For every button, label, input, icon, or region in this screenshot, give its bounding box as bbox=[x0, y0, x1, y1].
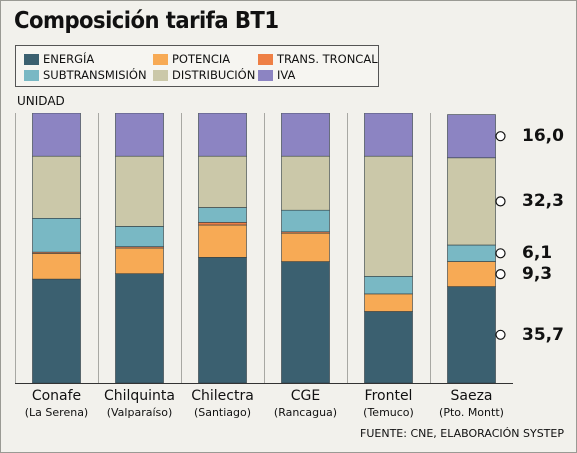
bar-segment-cge-potencia bbox=[281, 232, 330, 262]
value-label-iva: 16,0 bbox=[522, 126, 564, 147]
category-name: Chilquinta bbox=[103, 388, 176, 404]
plot-area bbox=[15, 113, 513, 384]
value-marker-distribucion bbox=[495, 196, 506, 207]
bar-segment-conafe-subtransmision bbox=[32, 218, 81, 253]
bar-segment-chilectra-energia bbox=[198, 257, 247, 383]
bar-segment-chilquinta-distribucion bbox=[115, 155, 164, 227]
legend-item-potencia: POTENCIA bbox=[153, 52, 230, 66]
value-label-potencia: 9,3 bbox=[522, 264, 553, 285]
bar-segment-chilectra-subtransmision bbox=[198, 207, 247, 223]
bar-segment-chilquinta-energia bbox=[115, 273, 164, 383]
category-sublabel: (Rancagua) bbox=[273, 406, 338, 419]
bar-segment-saeza-iva bbox=[447, 114, 496, 159]
legend-label: DISTRIBUCIÓN bbox=[172, 68, 256, 82]
legend-label: TRANS. TRONCAL bbox=[277, 52, 378, 66]
legend-swatch-distribucion bbox=[153, 69, 168, 81]
category-name: Saeza bbox=[450, 388, 493, 404]
legend-label: SUBTRANSMISIÓN bbox=[43, 68, 147, 82]
legend-label: POTENCIA bbox=[172, 52, 231, 66]
bar-segment-chilquinta-iva bbox=[115, 113, 164, 157]
stacked-bar-chart bbox=[15, 113, 506, 383]
bar-segment-cge-distribucion bbox=[281, 155, 330, 211]
legend-label: ENERGÍA bbox=[43, 52, 95, 66]
category-name: CGE bbox=[290, 388, 321, 404]
bar-segment-frontel-subtransmision bbox=[364, 276, 413, 295]
bar-segment-chilquinta-subtransmision bbox=[115, 226, 164, 248]
value-marker-iva bbox=[495, 131, 506, 142]
bar-segment-chilectra-potencia bbox=[198, 224, 247, 258]
value-label-distribucion: 32,3 bbox=[522, 191, 564, 212]
bar-segment-cge-energia bbox=[281, 261, 330, 383]
category-name: Conafe bbox=[31, 388, 82, 404]
bar-segment-chilquinta-potencia bbox=[115, 247, 164, 275]
bar-segment-frontel-distribucion bbox=[364, 155, 413, 277]
category-sublabel: (Santiago) bbox=[193, 406, 252, 419]
bar-segment-cge-subtransmision bbox=[281, 209, 330, 233]
bar-segment-conafe-potencia bbox=[32, 253, 81, 280]
bar-segment-chilectra-distribucion bbox=[198, 155, 247, 208]
bar-segment-saeza-distribucion bbox=[447, 157, 496, 246]
value-marker-subtransmision bbox=[495, 248, 506, 259]
legend-item-trans-troncal: TRANS. TRONCAL bbox=[258, 52, 378, 66]
bar-segment-saeza-subtransmision bbox=[447, 244, 496, 262]
legend-swatch-potencia bbox=[153, 53, 168, 65]
category-label-frontel: Frontel (Temuco) bbox=[350, 388, 428, 420]
category-sublabel: (Temuco) bbox=[363, 406, 414, 419]
bar-segment-conafe-iva bbox=[32, 113, 81, 157]
bar-segment-conafe-distribucion bbox=[32, 155, 81, 219]
legend-label: IVA bbox=[277, 68, 296, 82]
unit-label: UNIDAD bbox=[17, 94, 65, 108]
bar-segment-saeza-energia bbox=[447, 286, 496, 383]
category-name: Frontel bbox=[364, 388, 413, 404]
legend: ENERGÍA POTENCIA TRANS. TRONCAL SUBTRANS… bbox=[15, 45, 379, 87]
source-note: FUENTE: CNE, ELABORACIÓN SYSTEP bbox=[360, 427, 564, 440]
bar-segment-conafe-energia bbox=[32, 278, 81, 383]
bar-segment-frontel-iva bbox=[364, 113, 413, 157]
value-label-subtransmision: 6,1 bbox=[522, 243, 553, 264]
legend-item-distribucion: DISTRIBUCIÓN bbox=[153, 68, 255, 82]
bar-segment-frontel-energia bbox=[364, 311, 413, 383]
bar-segment-frontel-potencia bbox=[364, 293, 413, 312]
legend-swatch-trans-troncal bbox=[258, 53, 273, 65]
category-name: Chilectra bbox=[191, 388, 254, 404]
value-label-energia: 35,7 bbox=[522, 324, 564, 345]
legend-item-energia: ENERGÍA bbox=[24, 52, 94, 66]
category-label-chilquinta: Chilquinta (Valparaíso) bbox=[101, 388, 179, 420]
bar-segment-cge-iva bbox=[281, 113, 330, 157]
category-sublabel: (Pto. Montt) bbox=[439, 406, 504, 419]
category-label-conafe: Conafe (La Serena) bbox=[18, 388, 96, 420]
category-label-saeza: Saeza (Pto. Montt) bbox=[433, 388, 511, 420]
bar-segment-chilectra-trans-troncal bbox=[198, 222, 247, 226]
legend-item-subtransmision: SUBTRANSMISIÓN bbox=[24, 68, 147, 82]
category-label-cge: CGE (Rancagua) bbox=[267, 388, 345, 420]
bar-segment-saeza-potencia bbox=[447, 261, 496, 287]
category-sublabel: (La Serena) bbox=[24, 406, 89, 419]
legend-swatch-iva bbox=[258, 69, 273, 81]
legend-swatch-energia bbox=[24, 53, 39, 65]
value-marker-potencia bbox=[495, 269, 506, 280]
bar-segment-chilectra-iva bbox=[198, 113, 247, 157]
legend-item-iva: IVA bbox=[258, 68, 295, 82]
legend-swatch-subtransmision bbox=[24, 69, 39, 81]
chart-title: Composición tarifa BT1 bbox=[14, 8, 279, 34]
category-sublabel: (Valparaíso) bbox=[106, 406, 173, 419]
value-marker-energia bbox=[495, 329, 506, 340]
category-label-chilectra: Chilectra (Santiago) bbox=[184, 388, 262, 420]
